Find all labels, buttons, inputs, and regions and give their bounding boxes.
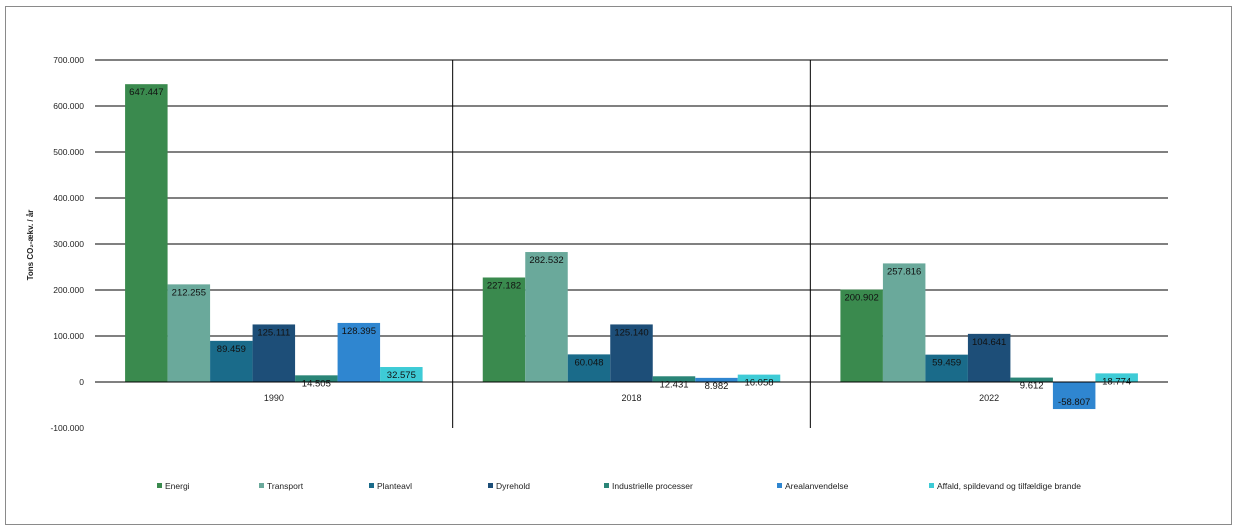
data-label: 647.447: [129, 87, 163, 98]
data-label: 212.255: [172, 287, 206, 298]
y-tick-label: 600.000: [53, 101, 84, 111]
y-tick-label: 0: [79, 377, 84, 387]
data-label: 125.111: [257, 327, 290, 338]
bar-planteavl-2018: [567, 354, 611, 382]
bar-arealanvendelse-2022: [1052, 382, 1096, 410]
bar-affald-1990: [380, 367, 423, 382]
data-label: -58.807: [1058, 397, 1090, 408]
bar-arealanvendelse-1990: [337, 322, 381, 382]
x-category-label: 1990: [264, 393, 284, 403]
bar-dyrehold-2022: [967, 333, 1011, 382]
legend-swatch: [604, 483, 609, 488]
data-label: 18.774: [1102, 376, 1131, 387]
legend-label: Arealanvendelse: [785, 481, 849, 491]
bar-affald-2022: [1095, 373, 1138, 382]
legend-swatch: [929, 483, 934, 488]
chart-frame: [5, 6, 1232, 525]
legend-swatch: [259, 483, 264, 488]
bar-planteavl-1990: [210, 340, 253, 382]
y-tick-label: 100.000: [53, 331, 84, 341]
data-label: 200.902: [844, 293, 878, 304]
legend-label: Transport: [267, 481, 304, 491]
bar-energi-1990: [125, 84, 168, 382]
data-label: 128.395: [342, 326, 376, 337]
bar-transport-1990: [167, 284, 211, 382]
data-label: 32.575: [387, 370, 416, 381]
legend-swatch: [369, 483, 374, 488]
bar-transport-2018: [525, 252, 568, 382]
data-label: 257.816: [887, 266, 921, 277]
y-tick-label: -100.000: [50, 423, 84, 433]
legend-swatch: [488, 483, 493, 488]
bar-industrielle-1990: [295, 375, 338, 382]
x-category-label: 2022: [979, 393, 999, 403]
legend-label: Industrielle processer: [612, 481, 693, 491]
bar-dyrehold-2018: [610, 324, 653, 382]
data-label: 14.505: [302, 378, 331, 389]
bar-dyrehold-1990: [252, 324, 296, 382]
legend-label: Affald, spildevand og tilfældige brande: [937, 481, 1081, 491]
data-label: 89.459: [217, 344, 246, 355]
bar-arealanvendelse-2018: [695, 377, 738, 382]
bar-affald-2018: [737, 374, 781, 382]
data-label: 227.182: [487, 280, 521, 291]
data-label: 12.431: [659, 379, 688, 390]
bar-transport-2022: [882, 263, 926, 382]
data-label: 125.140: [614, 327, 648, 338]
y-tick-label: 500.000: [53, 147, 84, 157]
bar-industrielle-2018: [652, 376, 696, 382]
y-tick-label: 700.000: [53, 55, 84, 65]
data-label: 104.641: [972, 337, 1006, 348]
data-label: 9.612: [1020, 381, 1044, 392]
y-tick-label: 200.000: [53, 285, 84, 295]
legend-label: Planteavl: [377, 481, 412, 491]
bar-planteavl-2022: [925, 354, 968, 382]
legend-swatch: [157, 483, 162, 488]
legend-swatch: [777, 483, 782, 488]
bar-industrielle-2022: [1010, 377, 1053, 382]
bar-energi-2022: [840, 289, 883, 382]
y-axis-label: Tons CO₂-ækv. / år: [26, 210, 35, 281]
x-category-label: 2018: [621, 393, 641, 403]
data-label: 60.048: [574, 357, 603, 368]
data-label: 8.982: [705, 381, 729, 392]
y-tick-label: 400.000: [53, 193, 84, 203]
data-label: 16.058: [744, 378, 773, 389]
legend-label: Dyrehold: [496, 481, 530, 491]
data-label: 59.459: [932, 358, 961, 369]
y-tick-label: 300.000: [53, 239, 84, 249]
data-label: 282.532: [529, 255, 563, 266]
bar-energi-2018: [482, 277, 526, 382]
legend-label: Energi: [165, 481, 190, 491]
